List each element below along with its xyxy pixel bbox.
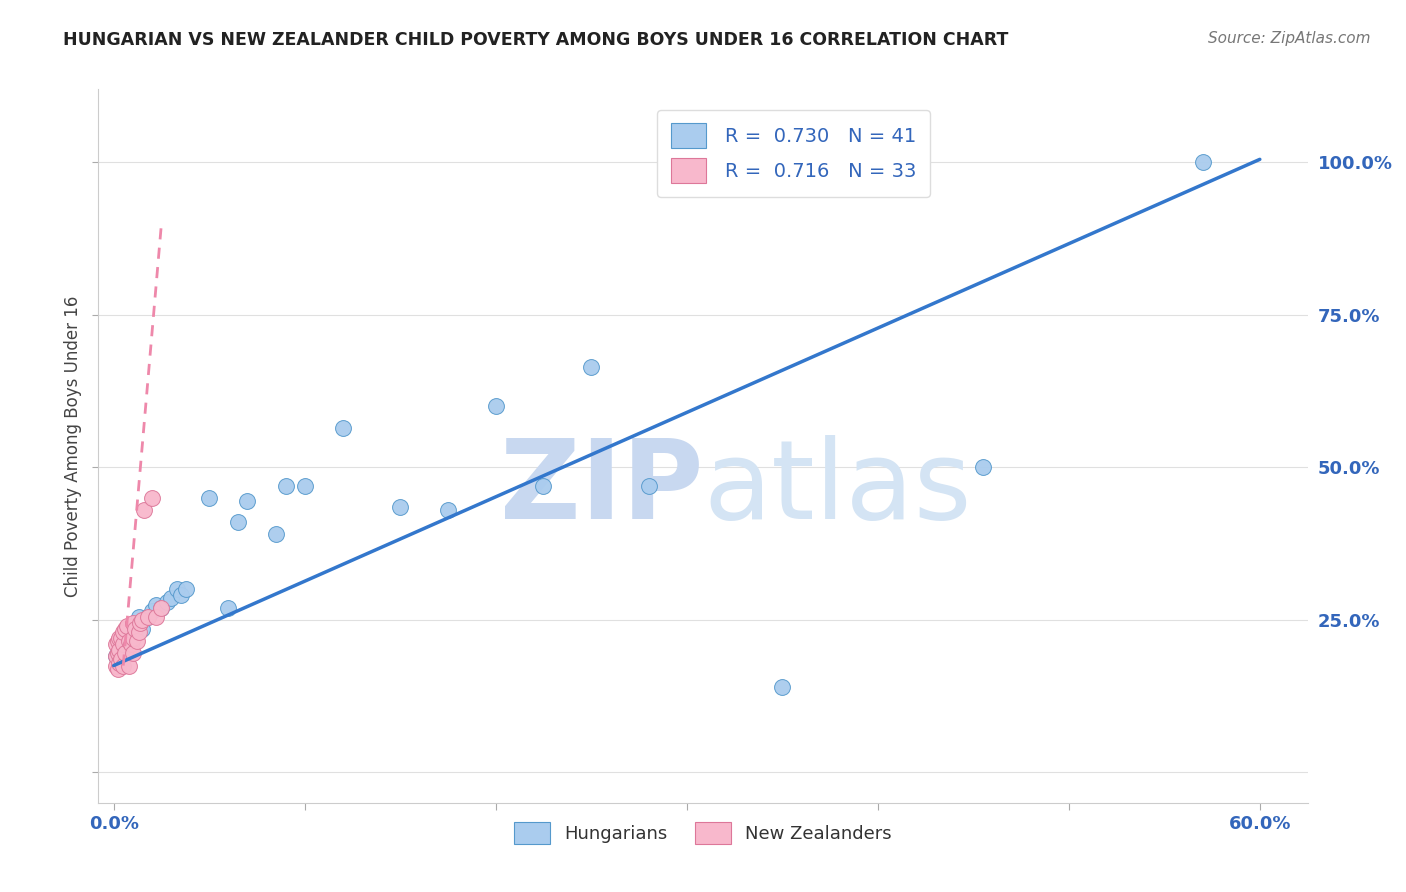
Point [125,615,148,630]
Point [114,646,136,660]
Point [107,646,129,660]
Point [112,625,135,640]
Point [115,619,138,633]
Point [121,628,143,642]
Point [104,658,127,673]
Point [236,494,259,508]
Point [134,503,156,517]
Point [112,640,135,655]
Point [108,631,131,645]
Point [770,680,793,694]
Text: HUNGARIAN VS NEW ZEALANDER CHILD POVERTY AMONG BOYS UNDER 16 CORRELATION CHART: HUNGARIAN VS NEW ZEALANDER CHILD POVERTY… [63,31,1008,49]
Point [533,478,555,492]
Point [160,591,183,606]
Point [118,634,141,648]
Point [120,643,142,657]
Point [332,420,354,434]
Point [437,503,460,517]
Text: atlas: atlas [703,435,972,542]
Point [217,600,239,615]
Point [581,359,603,374]
Point [114,643,136,657]
Point [145,609,167,624]
Point [198,491,221,505]
Point [112,652,135,666]
Point [264,527,287,541]
Point [121,631,143,645]
Point [124,622,146,636]
Point [637,478,659,492]
Point [121,615,143,630]
Point [150,600,173,615]
Point [118,634,141,648]
Point [294,478,316,492]
Point [120,637,142,651]
Point [108,652,131,666]
Point [131,613,153,627]
Legend: Hungarians, New Zealanders: Hungarians, New Zealanders [506,814,900,851]
Point [129,615,152,630]
Point [485,400,508,414]
Point [112,637,135,651]
Point [141,491,163,505]
Point [107,634,129,648]
Point [166,582,188,597]
Point [115,631,138,645]
Point [145,598,167,612]
Point [110,652,132,666]
Point [274,478,297,492]
Point [972,460,994,475]
Point [136,609,159,624]
Point [108,643,131,657]
Point [141,604,163,618]
Point [121,646,143,660]
Point [112,658,135,673]
Point [226,515,249,529]
Point [104,649,127,664]
Point [128,609,150,624]
Point [114,622,136,636]
Point [107,662,129,676]
Point [389,500,412,514]
Point [104,637,127,651]
Point [110,646,132,660]
Point [125,634,148,648]
Point [104,649,127,664]
Text: Source: ZipAtlas.com: Source: ZipAtlas.com [1208,31,1371,46]
Point [156,594,179,608]
Point [107,646,129,660]
Point [150,600,173,615]
Y-axis label: Child Poverty Among Boys Under 16: Child Poverty Among Boys Under 16 [63,295,82,597]
Point [108,656,131,670]
Point [108,637,131,651]
Text: ZIP: ZIP [499,435,703,542]
Point [1191,155,1213,169]
Point [131,622,153,636]
Point [169,589,191,603]
Point [110,631,132,645]
Point [136,609,159,624]
Point [174,582,197,597]
Point [128,625,150,640]
Point [118,658,141,673]
